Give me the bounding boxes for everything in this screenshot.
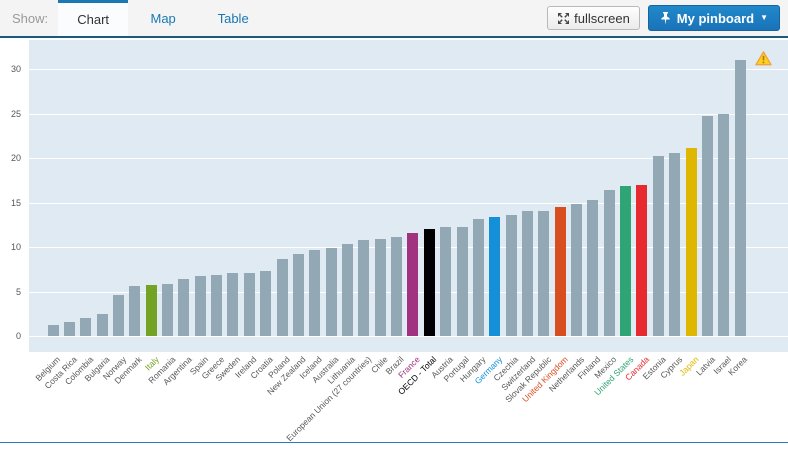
y-tick-label: 25: [10, 108, 21, 119]
bar-bulgaria[interactable]: [96, 313, 108, 336]
bar-spain[interactable]: [194, 276, 206, 336]
bar-israel[interactable]: [718, 113, 730, 336]
tab-chart[interactable]: Chart: [58, 0, 129, 36]
pin-icon: [660, 11, 671, 25]
bar-japan[interactable]: [685, 148, 697, 336]
bar-belgium[interactable]: [47, 325, 59, 336]
y-tick-label: 0: [15, 331, 21, 341]
bar-switzerland[interactable]: [521, 211, 533, 336]
bar-france[interactable]: [407, 232, 419, 336]
bar-australia[interactable]: [325, 247, 337, 336]
bar-european-union-27-countries[interactable]: [358, 239, 370, 336]
bar-iceland[interactable]: [309, 249, 321, 336]
bottom-divider: [0, 442, 788, 443]
bar-ireland[interactable]: [243, 272, 255, 336]
x-axis: Belgium Costa Rica Colombia Bulgaria Norway D…: [0, 352, 788, 443]
gridline: [29, 158, 788, 159]
y-axis: 0 5 10 15 20 25 30: [0, 40, 25, 352]
toolbar: Show: Chart Map Table fullscreen My p: [0, 0, 788, 38]
warning-icon[interactable]: [755, 51, 772, 71]
pinboard-button[interactable]: My pinboard ▼: [647, 5, 780, 31]
y-tick-label: 5: [15, 286, 21, 297]
view-tabs: Chart Map Table: [58, 0, 268, 36]
bar-united-states[interactable]: [620, 186, 632, 336]
bar-oecd-total[interactable]: [423, 229, 435, 336]
y-tick-label: 20: [10, 153, 21, 163]
gridline: [29, 113, 788, 115]
bar-lithuania[interactable]: [341, 244, 353, 336]
gridline: [29, 202, 788, 204]
fullscreen-icon: [557, 12, 570, 25]
bar-brazil[interactable]: [391, 237, 403, 336]
bar-austria[interactable]: [440, 227, 452, 336]
gridline: [29, 336, 788, 337]
bar-costa-rica[interactable]: [63, 321, 75, 336]
bar-estonia[interactable]: [652, 156, 664, 336]
bar-canada[interactable]: [636, 184, 648, 336]
y-tick-label: 10: [10, 242, 21, 252]
tab-table[interactable]: Table: [217, 10, 249, 26]
pinboard-label: My pinboard: [676, 10, 755, 26]
bar-finland[interactable]: [587, 199, 599, 336]
plot-area: [29, 40, 788, 352]
show-label: Show:: [12, 10, 49, 26]
bar-italy[interactable]: [145, 285, 157, 336]
bar-germany[interactable]: [489, 216, 501, 336]
bar-norway[interactable]: [112, 295, 124, 336]
bar-cyprus[interactable]: [669, 152, 681, 336]
bar-poland[interactable]: [276, 258, 288, 336]
bar-sweden[interactable]: [227, 272, 239, 336]
bar-korea[interactable]: [734, 60, 746, 336]
bar-colombia[interactable]: [80, 318, 92, 336]
bar-mexico[interactable]: [603, 190, 615, 336]
fullscreen-label: fullscreen: [574, 10, 630, 26]
bar-czechia[interactable]: [505, 214, 517, 336]
bar-united-kingdom[interactable]: [554, 206, 566, 336]
bar-slovak-republic[interactable]: [538, 211, 550, 336]
bar-argentina[interactable]: [178, 279, 190, 336]
tab-map[interactable]: Map: [150, 10, 176, 26]
y-tick-label: 15: [10, 197, 21, 208]
bar-croatia[interactable]: [260, 271, 272, 336]
bar-netherlands[interactable]: [571, 204, 583, 336]
chevron-down-icon: ▼: [760, 13, 768, 22]
bar-portugal[interactable]: [456, 227, 468, 336]
bar-hungary[interactable]: [472, 219, 484, 336]
toolbar-right: fullscreen My pinboard ▼: [547, 0, 788, 36]
bar-new-zealand[interactable]: [292, 254, 304, 336]
bar-chile[interactable]: [374, 238, 386, 336]
bar-greece[interactable]: [211, 274, 223, 336]
bar-denmark[interactable]: [129, 286, 141, 336]
bar-romania[interactable]: [162, 284, 174, 336]
fullscreen-button[interactable]: fullscreen: [547, 6, 640, 30]
gridline: [29, 69, 788, 70]
bar-latvia[interactable]: [701, 116, 713, 336]
y-tick-label: 30: [10, 64, 21, 74]
